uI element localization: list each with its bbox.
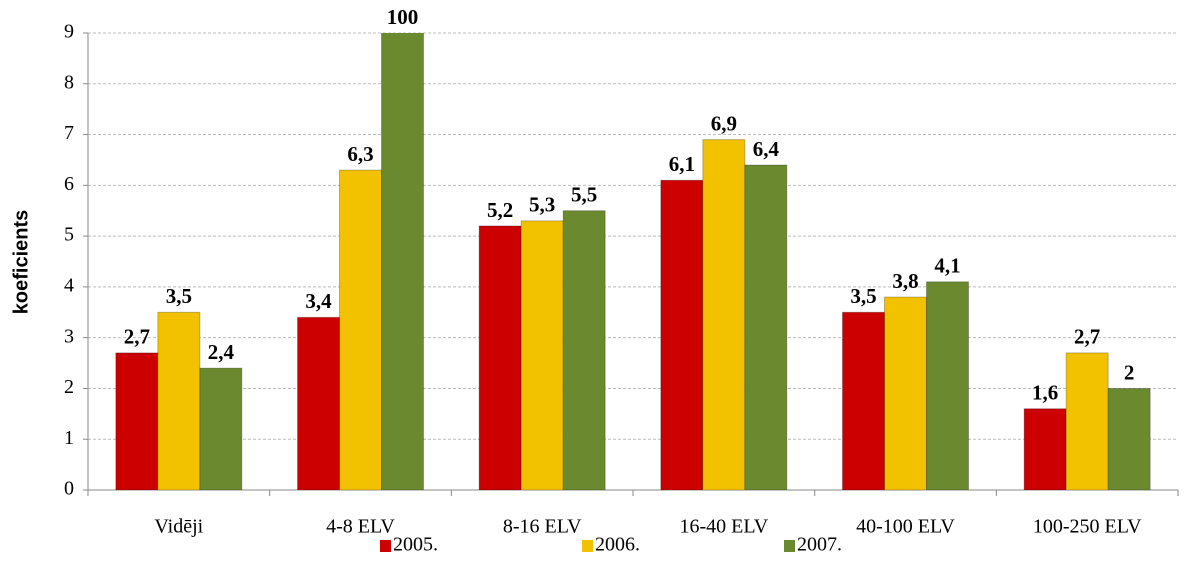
bar bbox=[842, 311, 885, 490]
value-label: 6,4 bbox=[753, 137, 780, 161]
bar bbox=[744, 164, 788, 490]
bar bbox=[339, 169, 382, 490]
value-label: 5,3 bbox=[529, 193, 555, 217]
value-label: 3,5 bbox=[166, 284, 192, 308]
value-label: 2,4 bbox=[208, 340, 235, 364]
legend-label: 2006. bbox=[595, 534, 640, 556]
bar bbox=[157, 311, 201, 490]
y-axis-title: koeficients bbox=[10, 210, 32, 314]
x-tick-label: 4-8 ELV bbox=[326, 516, 395, 538]
bar bbox=[660, 179, 704, 490]
bar bbox=[478, 225, 522, 490]
bars bbox=[115, 33, 1151, 490]
bar bbox=[199, 367, 243, 490]
y-tick-label: 6 bbox=[64, 173, 74, 195]
value-label: 3,5 bbox=[850, 284, 876, 308]
bar bbox=[1107, 387, 1151, 490]
legend-label: 2007. bbox=[797, 534, 842, 556]
bar bbox=[884, 296, 927, 490]
x-tick-label: 40-100 ELV bbox=[856, 516, 955, 538]
bar bbox=[115, 352, 159, 490]
y-tick-label: 7 bbox=[64, 122, 74, 144]
value-label: 100 bbox=[387, 5, 419, 29]
legend-marker bbox=[582, 540, 593, 552]
bar bbox=[926, 281, 969, 490]
bar bbox=[1065, 352, 1109, 490]
x-tick-label: 8-16 ELV bbox=[503, 516, 582, 538]
value-label: 2 bbox=[1124, 360, 1135, 384]
legend-label: 2005. bbox=[393, 534, 438, 556]
value-label: 3,4 bbox=[305, 289, 332, 313]
y-tick-label: 1 bbox=[64, 427, 74, 449]
value-label: 5,5 bbox=[571, 183, 597, 207]
y-tick-label: 5 bbox=[64, 224, 74, 246]
value-label: 2,7 bbox=[1074, 325, 1100, 349]
value-label: 5,2 bbox=[487, 198, 513, 222]
value-label: 6,1 bbox=[669, 152, 695, 176]
value-label: 3,8 bbox=[892, 269, 918, 293]
x-tick-label: 16-40 ELV bbox=[679, 516, 768, 538]
bar bbox=[1023, 408, 1067, 490]
legend-marker bbox=[784, 540, 795, 552]
x-tick-label: 100-250 ELV bbox=[1033, 516, 1142, 538]
bar bbox=[562, 210, 606, 490]
y-tick-label: 2 bbox=[64, 376, 74, 398]
y-tick-label: 8 bbox=[64, 71, 74, 93]
value-label: 4,1 bbox=[934, 254, 960, 278]
y-tick-label: 3 bbox=[64, 325, 74, 347]
y-tick-label: 4 bbox=[64, 274, 74, 296]
bar bbox=[520, 220, 564, 490]
value-label: 1,6 bbox=[1032, 381, 1058, 405]
value-label: 6,3 bbox=[347, 142, 373, 166]
bar bbox=[297, 316, 340, 490]
bar bbox=[702, 139, 746, 490]
y-tick-label: 0 bbox=[64, 478, 74, 500]
bar bbox=[381, 33, 424, 490]
legend-marker bbox=[380, 540, 391, 552]
value-label: 6,9 bbox=[711, 111, 737, 135]
y-tick-label: 9 bbox=[64, 21, 74, 43]
x-tick-label: Vidēji bbox=[154, 516, 203, 538]
value-label: 2,7 bbox=[124, 325, 150, 349]
